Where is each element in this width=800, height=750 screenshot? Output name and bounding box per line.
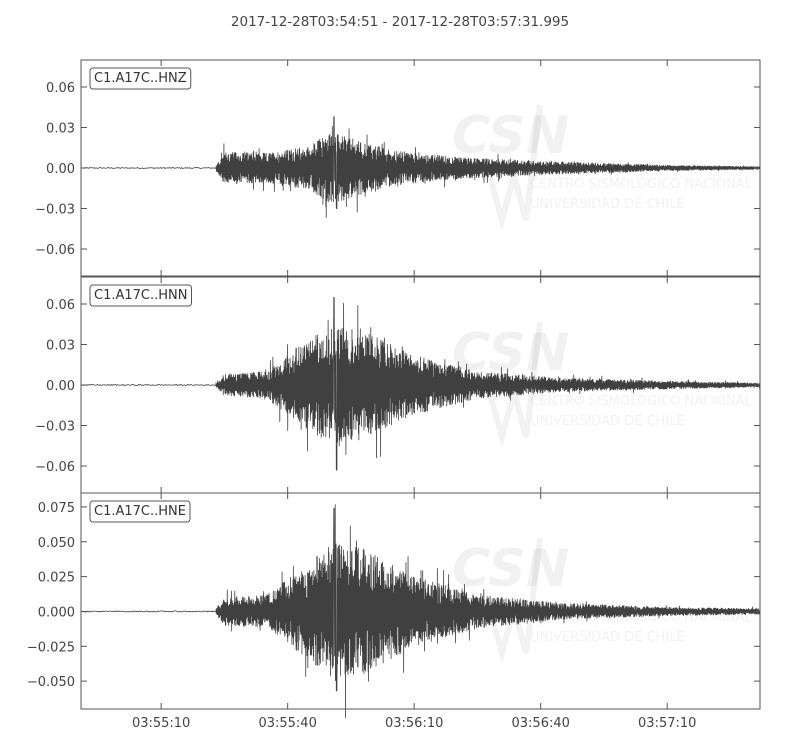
watermark-logo: CSN <box>452 539 569 599</box>
trace-line <box>82 505 760 718</box>
y-tick-label: 0.06 <box>46 81 75 96</box>
x-tick-label: 03:56:40 <box>512 716 570 731</box>
y-tick-label: −0.03 <box>35 203 75 218</box>
panels: CSN CENTRO SISMOLÓGICO NACIONAL UNIVERSIDA… <box>27 60 760 718</box>
watermark-line2: UNIVERSIDAD DE CHILE <box>530 197 685 212</box>
x-tick-label: 03:56:10 <box>385 716 443 731</box>
y-tick-label: 0.06 <box>46 298 75 313</box>
y-tick-label: 0.000 <box>38 605 75 620</box>
x-tick-label: 03:55:40 <box>258 716 316 731</box>
y-tick-label: −0.06 <box>35 460 75 475</box>
y-tick-label: 0.03 <box>46 122 75 137</box>
x-tick-label: 03:55:10 <box>132 716 190 731</box>
watermark: CSN CENTRO SISMOLÓGICO NACIONAL UNIVERSIDA… <box>452 105 753 220</box>
trace-panel: CSN CENTRO SISMOLÓGICO NACIONAL UNIVERSIDA… <box>35 60 760 276</box>
y-tick-label: −0.06 <box>35 243 75 258</box>
watermark-line1: CENTRO SISMOLÓGICO NACIONAL <box>530 176 753 192</box>
y-tick-label: 0.00 <box>46 379 75 394</box>
y-tick-label: 0.075 <box>38 501 75 516</box>
trace-label: C1.A17C..HNE <box>94 504 186 519</box>
trace-line <box>82 297 760 470</box>
x-axis: 03:55:10 03:55:40 03:56:10 03:56:40 03:57:10 <box>132 716 696 731</box>
y-tick-label: −0.050 <box>27 675 75 690</box>
watermark-line1: CENTRO SISMOLÓGICO NACIONAL <box>530 393 753 409</box>
y-tick-label: 0.00 <box>46 162 75 177</box>
watermark-line2: UNIVERSIDAD DE CHILE <box>530 414 685 429</box>
y-tick-label: −0.025 <box>27 640 75 655</box>
y-tick-label: 0.025 <box>38 571 75 586</box>
trace-label: C1.A17C..HNZ <box>94 71 187 86</box>
y-tick-label: −0.03 <box>35 420 75 435</box>
y-tick-label: 0.03 <box>46 339 75 354</box>
trace-label: C1.A17C..HNN <box>94 288 187 303</box>
watermark-logo: CSN <box>452 106 569 166</box>
watermark-line2: UNIVERSIDAD DE CHILE <box>530 630 685 645</box>
figure-title: 2017-12-28T03:54:51 - 2017-12-28T03:57:3… <box>231 14 569 30</box>
x-tick-label: 03:57:10 <box>638 716 696 731</box>
y-tick-label: 0.050 <box>38 536 75 551</box>
